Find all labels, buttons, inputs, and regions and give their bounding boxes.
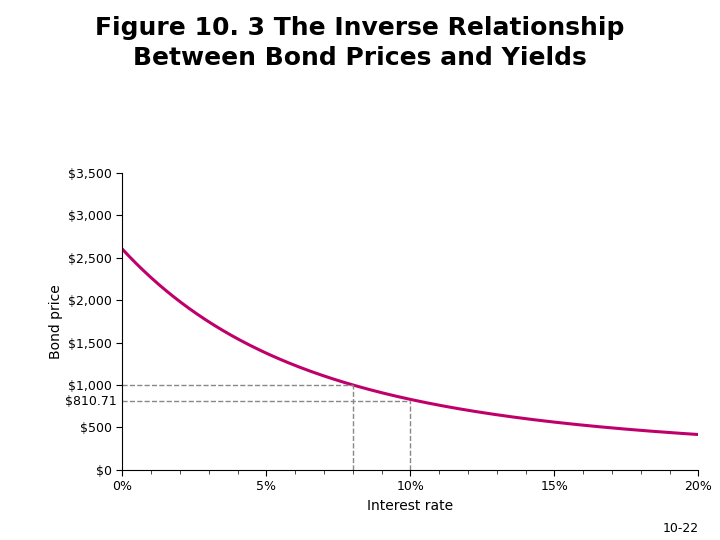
Y-axis label: Bond price: Bond price (48, 284, 63, 359)
Text: Figure 10. 3 The Inverse Relationship
Between Bond Prices and Yields: Figure 10. 3 The Inverse Relationship Be… (95, 16, 625, 70)
X-axis label: Interest rate: Interest rate (367, 499, 454, 513)
Text: $810.71: $810.71 (65, 395, 117, 408)
Text: 10-22: 10-22 (662, 522, 698, 535)
